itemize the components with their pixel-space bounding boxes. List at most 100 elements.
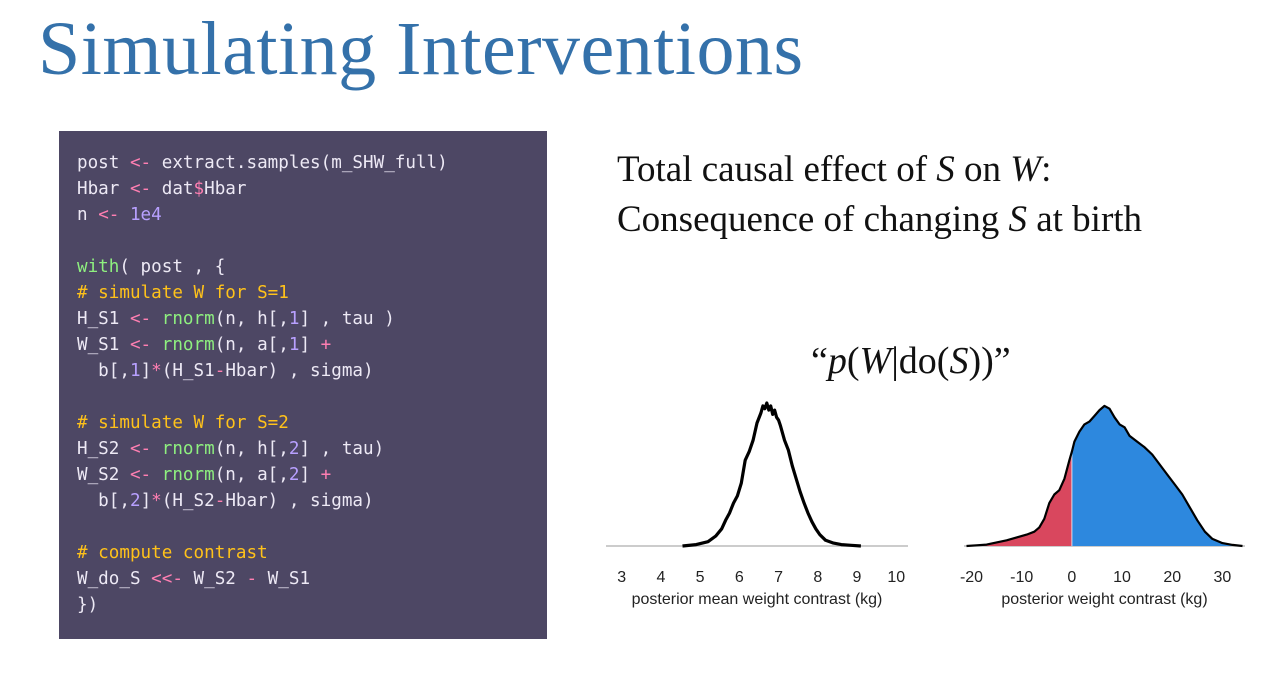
code-token: <<- bbox=[151, 569, 183, 589]
text-run: on bbox=[954, 149, 1011, 190]
x-tick-label: 3 bbox=[617, 569, 626, 586]
x-tick-label: 0 bbox=[1067, 569, 1076, 586]
code-token: 1e4 bbox=[129, 205, 162, 225]
code-token: # compute contrast bbox=[77, 543, 268, 563]
code-token: }) bbox=[77, 595, 99, 615]
code-token: (H_S1 bbox=[161, 361, 215, 381]
text-run: : bbox=[1041, 149, 1052, 190]
x-tick-label: 8 bbox=[813, 569, 822, 586]
text-run: W bbox=[1010, 149, 1042, 190]
text-run: ( bbox=[846, 340, 860, 382]
x-tick-label: 4 bbox=[656, 569, 665, 586]
text-run: S bbox=[1008, 199, 1027, 240]
code-token: - bbox=[214, 491, 226, 511]
code-token: extract.samples(m_SHW_full) bbox=[151, 153, 448, 173]
code-token: ] bbox=[299, 465, 321, 485]
code-line: W_S1 <- rnorm(n, a[,1] + bbox=[77, 332, 547, 358]
code-token: - bbox=[246, 569, 258, 589]
x-tick-label: 5 bbox=[696, 569, 705, 586]
code-token: with bbox=[77, 257, 120, 277]
code-token: W_S1 bbox=[77, 335, 130, 355]
code-token: <- bbox=[129, 309, 152, 329]
text-run: |do( bbox=[891, 340, 950, 382]
text-run: S bbox=[936, 149, 955, 190]
code-token: <- bbox=[129, 153, 152, 173]
code-token: (H_S2 bbox=[161, 491, 215, 511]
code-line: W_S2 <- rnorm(n, a[,2] + bbox=[77, 462, 547, 488]
x-tick-label: 20 bbox=[1163, 569, 1181, 586]
code-token: W_do_S bbox=[77, 569, 152, 589]
code-token: 1 bbox=[129, 361, 141, 381]
x-tick-label: 7 bbox=[774, 569, 783, 586]
code-token: <- bbox=[129, 179, 152, 199]
code-token: 2 bbox=[129, 491, 141, 511]
negative-area bbox=[966, 451, 1072, 546]
code-line: H_S2 <- rnorm(n, h[,2] , tau) bbox=[77, 436, 547, 462]
code-token: <- bbox=[129, 439, 152, 459]
code-token: + bbox=[320, 465, 332, 485]
code-token: W_S2 bbox=[182, 569, 247, 589]
intervention-formula: “p(W|do(S))” bbox=[811, 339, 1011, 383]
density-curve bbox=[682, 401, 862, 548]
code-token: - bbox=[214, 361, 226, 381]
code-token: <- bbox=[98, 205, 120, 225]
code-token: Hbar) , sigma) bbox=[225, 361, 374, 381]
density-curve bbox=[966, 404, 1243, 548]
code-line: with( post , { bbox=[77, 254, 547, 280]
code-token: <- bbox=[129, 335, 152, 355]
code-line: }) bbox=[77, 592, 547, 618]
code-token: 1 bbox=[288, 335, 300, 355]
code-token: ] bbox=[140, 361, 152, 381]
code-token: ] , tau ) bbox=[299, 309, 395, 329]
code-line: # simulate W for S=2 bbox=[77, 410, 547, 436]
text-run: p bbox=[827, 340, 847, 382]
x-axis-label: posterior mean weight contrast (kg) bbox=[632, 591, 883, 608]
code-token: 2 bbox=[288, 465, 300, 485]
code-line: post <- extract.samples(m_SHW_full) bbox=[77, 150, 547, 176]
code-token: $ bbox=[193, 179, 205, 199]
code-token: rnorm bbox=[161, 439, 215, 459]
code-token: Hbar bbox=[204, 179, 247, 199]
positive-area bbox=[1071, 405, 1243, 546]
code-token: rnorm bbox=[161, 335, 215, 355]
code-token: <- bbox=[129, 465, 152, 485]
x-tick-label: 30 bbox=[1214, 569, 1232, 586]
code-token: # simulate W for S=2 bbox=[77, 413, 289, 433]
code-line: b[,2]*(H_S2-Hbar) , sigma) bbox=[77, 488, 547, 514]
x-tick-label: 9 bbox=[853, 569, 862, 586]
code-token: n bbox=[77, 205, 99, 225]
text-run: Total causal effect of bbox=[617, 149, 937, 190]
text-run: ))” bbox=[968, 340, 1011, 382]
code-token: (n, a[, bbox=[214, 465, 289, 485]
code-token: ] bbox=[299, 335, 321, 355]
code-token: Hbar bbox=[77, 179, 130, 199]
code-token: W_S2 bbox=[77, 465, 130, 485]
code-line: H_S1 <- rnorm(n, h[,1] , tau ) bbox=[77, 306, 547, 332]
text-run: S bbox=[949, 340, 969, 382]
code-token: H_S1 bbox=[77, 309, 130, 329]
code-line: # simulate W for S=1 bbox=[77, 280, 547, 306]
code-token: rnorm bbox=[161, 309, 215, 329]
text-run: “ bbox=[811, 340, 828, 382]
code-token: b[, bbox=[77, 491, 130, 511]
code-token: W_S1 bbox=[257, 569, 311, 589]
code-line: b[,1]*(H_S1-Hbar) , sigma) bbox=[77, 358, 547, 384]
slide-title: Simulating Interventions bbox=[38, 7, 804, 91]
code-token: (n, h[, bbox=[214, 309, 289, 329]
text-run: at birth bbox=[1026, 199, 1143, 240]
code-line: W_do_S <<- W_S2 - W_S1 bbox=[77, 566, 547, 592]
code-token: # simulate W for S=1 bbox=[77, 283, 289, 303]
code-token: 2 bbox=[288, 439, 300, 459]
x-tick-label: -10 bbox=[1010, 569, 1033, 586]
x-tick-label: -20 bbox=[960, 569, 983, 586]
heading-line-2: Consequence of changing S at birth bbox=[617, 198, 1142, 241]
code-panel: post <- extract.samples(m_SHW_full) Hbar … bbox=[59, 131, 547, 639]
x-tick-label: 6 bbox=[735, 569, 744, 586]
code-token: * bbox=[151, 491, 162, 511]
code-token: ] bbox=[140, 491, 152, 511]
code-token: H_S2 bbox=[77, 439, 130, 459]
code-token: b[, bbox=[77, 361, 130, 381]
text-run: Consequence of changing bbox=[617, 199, 1009, 240]
code-token: ] , tau) bbox=[299, 439, 385, 459]
